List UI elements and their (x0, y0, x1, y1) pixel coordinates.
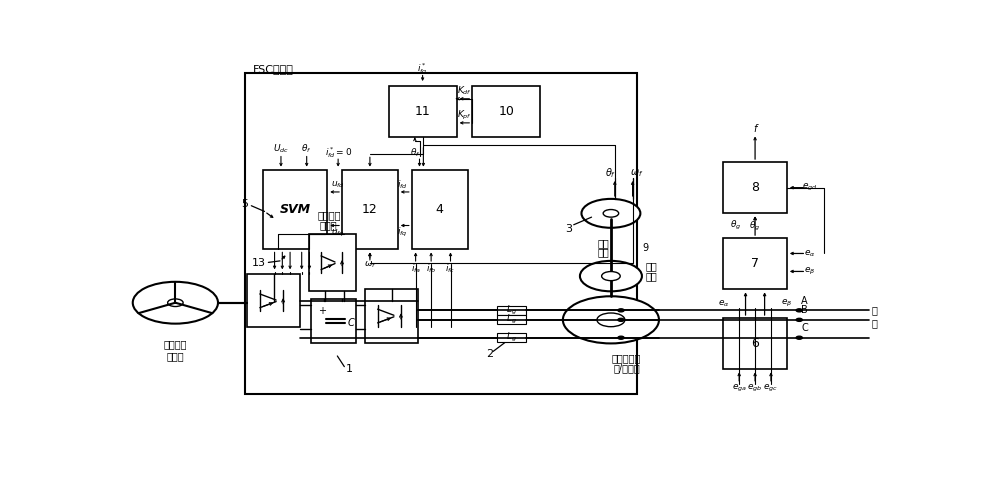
Text: C: C (801, 323, 808, 333)
Text: 电: 电 (871, 305, 877, 315)
Bar (723, 162, 787, 213)
Text: 发电机: 发电机 (167, 351, 184, 361)
Circle shape (618, 309, 624, 312)
Text: $e_{gc}$: $e_{gc}$ (763, 383, 778, 394)
Text: 永磁同步电: 永磁同步电 (612, 354, 641, 364)
Text: $u_{fd}$: $u_{fd}$ (331, 179, 345, 190)
Text: $i_{fq}$: $i_{fq}$ (397, 226, 408, 239)
Text: 1: 1 (346, 364, 353, 374)
Text: $i_{fb}$: $i_{fb}$ (426, 262, 436, 275)
Text: A: A (801, 296, 808, 306)
Text: 9: 9 (642, 243, 648, 252)
Text: C: C (347, 319, 354, 329)
Bar (309, 234, 356, 291)
Text: $\omega_f$: $\omega_f$ (630, 167, 643, 179)
Text: 装置: 装置 (646, 271, 658, 281)
Text: $\theta_g$: $\theta_g$ (749, 220, 761, 233)
Text: 2: 2 (486, 349, 493, 359)
Circle shape (796, 336, 802, 339)
Bar (412, 169, 468, 249)
Bar (497, 315, 526, 325)
Bar (247, 274, 300, 328)
Text: $e_\alpha$: $e_\alpha$ (804, 248, 816, 259)
Bar (245, 73, 637, 394)
Circle shape (168, 299, 183, 306)
Text: 储能单元: 储能单元 (317, 210, 341, 220)
Bar (497, 333, 526, 342)
Text: $L_g$: $L_g$ (506, 331, 517, 344)
Bar (342, 169, 398, 249)
Text: $e_{gb}$: $e_{gb}$ (747, 383, 763, 394)
Text: $K_{df}$: $K_{df}$ (457, 85, 472, 97)
Text: 4: 4 (436, 203, 444, 216)
Circle shape (581, 199, 640, 228)
Text: 13: 13 (252, 258, 266, 268)
Text: 11: 11 (415, 105, 430, 118)
Bar (472, 86, 540, 137)
Circle shape (133, 282, 218, 324)
Bar (365, 289, 418, 343)
Text: 永磁同步: 永磁同步 (164, 339, 187, 350)
Bar (723, 318, 787, 370)
Text: 动/发电机: 动/发电机 (613, 363, 640, 373)
Text: $e_\beta$: $e_\beta$ (781, 298, 792, 309)
Text: $L_g$: $L_g$ (506, 313, 517, 327)
Text: $e_{ga}$: $e_{ga}$ (732, 383, 747, 394)
Circle shape (563, 296, 659, 343)
Text: SVM: SVM (280, 203, 311, 216)
Text: $U_{dc}$: $U_{dc}$ (273, 142, 289, 155)
Text: $i_{fa}$: $i_{fa}$ (411, 262, 421, 275)
Circle shape (603, 209, 619, 217)
Bar (723, 238, 787, 289)
Text: 3: 3 (565, 224, 572, 234)
Text: 转轴: 转轴 (597, 247, 609, 257)
Circle shape (796, 318, 802, 322)
Circle shape (597, 313, 625, 327)
Circle shape (618, 318, 624, 322)
Bar (263, 169, 327, 249)
Text: f: f (753, 124, 757, 133)
Text: 7: 7 (751, 257, 759, 270)
Text: 5: 5 (242, 199, 249, 209)
Text: B: B (801, 305, 808, 315)
Bar (311, 299, 356, 343)
Text: $i_{fd}$: $i_{fd}$ (397, 179, 408, 191)
Text: $\theta_g$: $\theta_g$ (730, 219, 741, 232)
Text: 8: 8 (751, 181, 759, 194)
Text: 电机: 电机 (597, 238, 609, 248)
Text: 10: 10 (498, 105, 514, 118)
Text: $i_{fd}^*=0$: $i_{fd}^*=0$ (325, 145, 352, 160)
Text: $i_{fq}^*$: $i_{fq}^*$ (417, 61, 428, 77)
Circle shape (618, 336, 624, 339)
Bar (388, 86, 457, 137)
Text: 6: 6 (751, 337, 759, 350)
Circle shape (602, 272, 620, 281)
Text: $\theta_f$: $\theta_f$ (605, 166, 617, 180)
Text: 变换器: 变换器 (320, 220, 338, 230)
Text: $i_{fc}$: $i_{fc}$ (445, 262, 456, 275)
Bar (497, 306, 526, 315)
Text: +: + (318, 306, 326, 316)
Text: 飞轮: 飞轮 (646, 262, 658, 272)
Text: $\omega_f$: $\omega_f$ (364, 259, 376, 270)
Circle shape (796, 309, 802, 312)
Text: $e_\alpha$: $e_\alpha$ (718, 298, 730, 309)
Text: $L_g$: $L_g$ (506, 304, 517, 317)
Text: 12: 12 (362, 203, 378, 216)
Circle shape (580, 261, 642, 291)
Text: $K_{pf}$: $K_{pf}$ (457, 109, 472, 122)
Text: $\theta_f$: $\theta_f$ (301, 142, 312, 155)
Text: $\theta_f$: $\theta_f$ (410, 146, 421, 159)
Text: $e_\beta$: $e_\beta$ (804, 266, 816, 277)
Text: FSC控制器: FSC控制器 (253, 64, 294, 74)
Text: 网: 网 (871, 319, 877, 329)
Text: $u_{fq}$: $u_{fq}$ (331, 228, 345, 239)
Text: $e_{gd}$: $e_{gd}$ (802, 182, 818, 193)
